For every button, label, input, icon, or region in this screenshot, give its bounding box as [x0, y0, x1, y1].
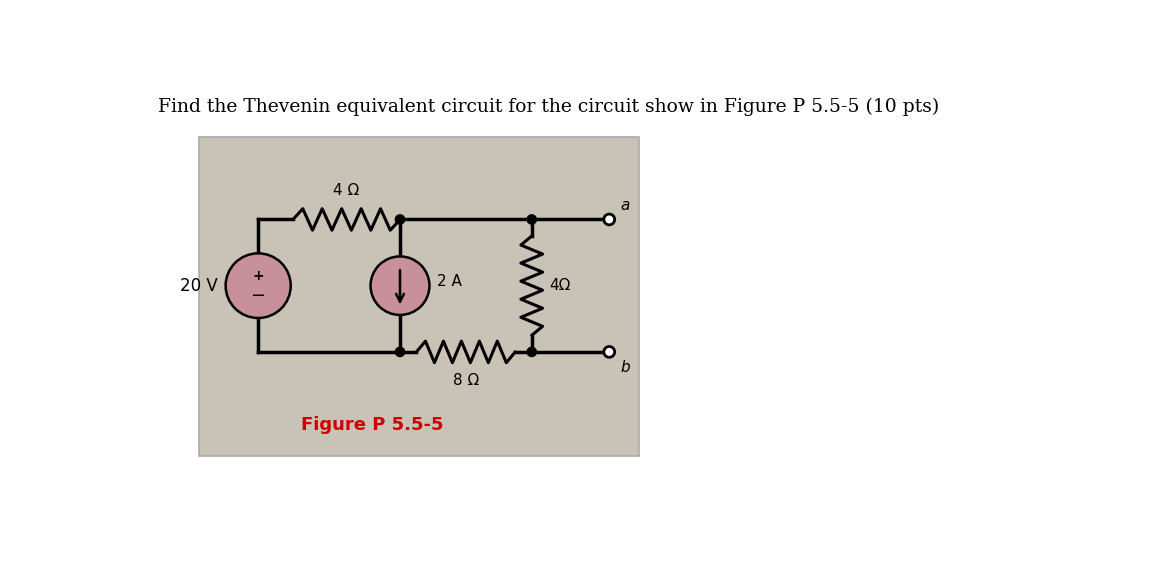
Text: Find the Thevenin equivalent circuit for the circuit show in Figure P 5.5-5 (10 : Find the Thevenin equivalent circuit for… — [158, 98, 939, 116]
Text: 20 V: 20 V — [180, 277, 218, 295]
Text: +: + — [253, 269, 264, 283]
Text: 4Ω: 4Ω — [549, 278, 570, 293]
Circle shape — [604, 346, 615, 357]
Text: a: a — [620, 198, 629, 213]
Circle shape — [527, 347, 537, 356]
Text: 8 Ω: 8 Ω — [452, 373, 479, 388]
Circle shape — [604, 214, 615, 225]
Circle shape — [396, 347, 405, 356]
Text: Figure P 5.5-5: Figure P 5.5-5 — [301, 416, 443, 434]
Text: −: − — [250, 287, 265, 305]
Circle shape — [370, 256, 429, 315]
Text: 2 A: 2 A — [437, 274, 462, 289]
Circle shape — [396, 215, 405, 224]
Circle shape — [527, 215, 537, 224]
Text: 4 Ω: 4 Ω — [334, 183, 360, 198]
Circle shape — [226, 253, 291, 318]
Text: b: b — [620, 360, 630, 375]
FancyBboxPatch shape — [198, 137, 638, 456]
